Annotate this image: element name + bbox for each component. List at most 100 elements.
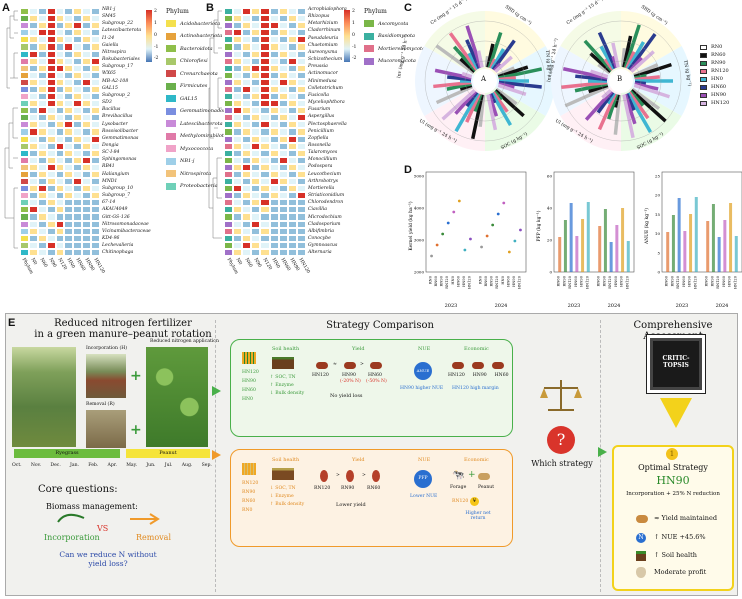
heatmap-cell	[73, 8, 83, 16]
soil-icon	[272, 468, 294, 480]
heatmap-cell	[278, 15, 288, 23]
heatmap-cell	[287, 199, 297, 207]
heatmap-cell	[269, 248, 279, 256]
heatmap-cell	[296, 107, 306, 115]
heatmap-row-label: Aureonyxma	[308, 49, 338, 55]
heatmap-cell	[269, 50, 279, 58]
heatmap-cell	[46, 248, 56, 256]
heatmap-cell	[55, 170, 65, 179]
heatmap-cell	[28, 71, 38, 79]
incorporation-photo-label: Incorporation (H)	[86, 346, 128, 351]
heatmap-cell	[269, 135, 279, 143]
heatmap-cell	[82, 241, 92, 249]
heatmap-cell	[20, 64, 29, 72]
polar-bar	[495, 87, 518, 106]
heatmap-cell	[28, 128, 38, 136]
bar	[717, 237, 721, 272]
bar	[723, 220, 727, 272]
heatmap-cell	[287, 121, 297, 129]
yield-point	[507, 250, 511, 254]
heatmap-cell	[260, 50, 270, 58]
heatmap-cell	[64, 241, 74, 249]
heatmap-cell	[20, 50, 29, 58]
heatmap-cell	[55, 234, 65, 242]
heatmap-cell	[242, 22, 252, 30]
heatmap-cell	[251, 114, 261, 122]
arrow-to-orange-icon	[212, 450, 221, 460]
heatmap-cell	[37, 78, 47, 86]
heatmap-row-label: 67-14	[102, 200, 116, 206]
polar-bar	[630, 50, 655, 73]
polar-bar	[626, 92, 653, 133]
heatmap-cell	[20, 248, 29, 256]
heatmap-cell	[73, 71, 83, 79]
heatmap-cell	[82, 50, 92, 58]
heatmap-row-label: Talaromyces	[308, 150, 338, 156]
green-yield-note: No yield loss	[330, 393, 363, 399]
heatmap-cell	[278, 114, 288, 122]
heatmap-cell	[296, 248, 306, 256]
heatmap-cell	[224, 78, 234, 86]
green-soil-title: Soil health	[272, 346, 300, 352]
heatmap-cell	[260, 43, 270, 51]
heatmap-cell	[251, 149, 261, 157]
heatmap-cell	[296, 220, 306, 228]
heatmap-cell	[269, 199, 279, 207]
heatmap-cell	[296, 22, 306, 30]
heatmap-cell	[37, 8, 47, 16]
dendrogram-b	[208, 10, 222, 239]
heatmap-cell	[28, 142, 38, 150]
heatmap-cell	[251, 50, 261, 58]
green-nue-title: NUE	[418, 346, 431, 352]
polar-bar	[465, 91, 479, 108]
heatmap-cell	[233, 43, 243, 51]
heatmap-cell	[287, 57, 297, 65]
plot-ytick: 0	[549, 270, 552, 275]
heatmap-cell	[82, 78, 92, 86]
heatmap-cell	[251, 15, 261, 23]
heatmap-cell	[73, 50, 83, 58]
polar-bar	[622, 35, 633, 68]
heatmap-cell	[64, 128, 74, 136]
bar	[729, 203, 733, 272]
heatmap-cell	[233, 199, 243, 207]
legend-label: RN60	[711, 52, 726, 58]
legend-item: Proteobacteria	[166, 182, 228, 190]
heatmap-cell	[251, 8, 261, 16]
heatmap-cell	[46, 149, 56, 157]
heatmap-cell	[82, 192, 92, 200]
plot-ytick: 20	[655, 193, 661, 198]
heatmap-cell	[224, 85, 234, 94]
plot-frame	[425, 171, 527, 273]
heatmap-cell	[37, 192, 47, 200]
plot-ytick: 60	[547, 174, 553, 179]
heatmap-cell	[64, 178, 74, 186]
x-tick: HN120	[585, 275, 589, 289]
polar-bar	[625, 51, 636, 69]
heatmap-cell	[224, 163, 234, 171]
heatmap-cell	[46, 170, 56, 179]
heatmap-cell	[91, 185, 100, 193]
heatmap-cell	[224, 107, 234, 115]
heatmap-cell	[64, 156, 74, 164]
heatmap-cell	[20, 93, 29, 101]
heatmap-row-label: Chaetomium	[308, 42, 338, 48]
heatmap-cell	[260, 178, 270, 186]
legend-label: Basidiomycota	[378, 33, 415, 39]
heatmap-cell	[233, 170, 243, 179]
polar-bar	[629, 90, 645, 107]
cow-icon: 🐄	[452, 470, 465, 481]
heatmap-cell	[73, 142, 83, 150]
legend-item: Mucoromycota	[364, 57, 425, 65]
heatmap-cell	[73, 248, 83, 256]
legend-swatch	[166, 107, 176, 115]
heatmap-cell	[260, 8, 270, 16]
heatmap-cell	[46, 206, 56, 214]
polar-bar	[490, 92, 513, 127]
heatmap-cell	[73, 206, 83, 214]
orange-yield-item: RN60	[367, 486, 381, 491]
heatmap-cell	[269, 64, 279, 72]
orange-econ-note: Higher net return	[465, 511, 491, 521]
polar-grid	[580, 40, 662, 122]
orange-yield-item: RN90	[341, 486, 355, 491]
